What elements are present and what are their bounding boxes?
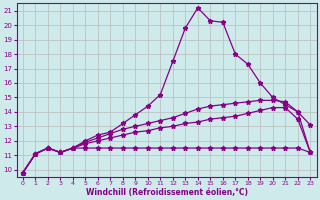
X-axis label: Windchill (Refroidissement éolien,°C): Windchill (Refroidissement éolien,°C) [85, 188, 248, 197]
